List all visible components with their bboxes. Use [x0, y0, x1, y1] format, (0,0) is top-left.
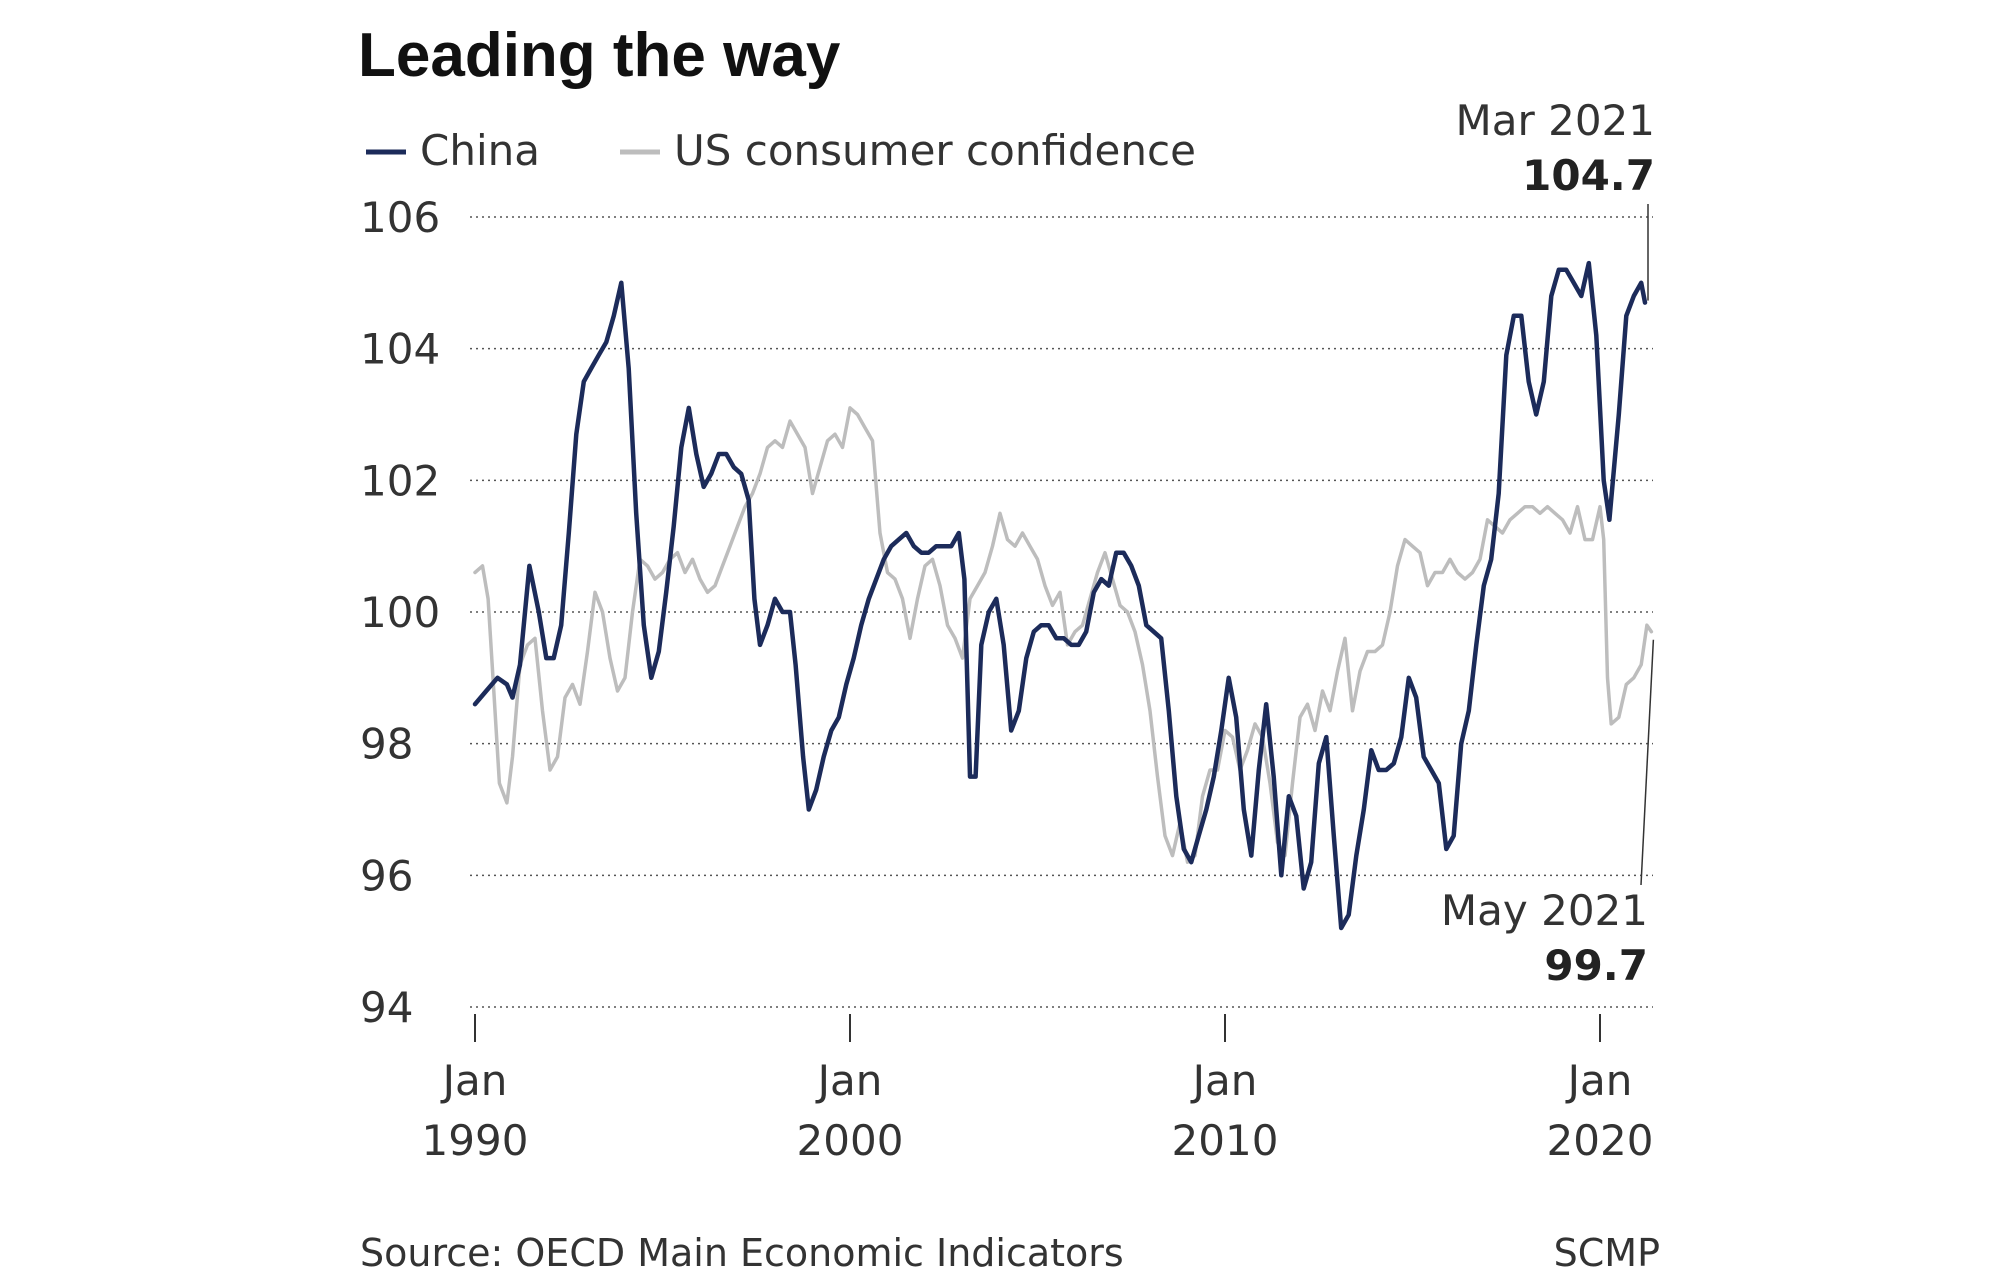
legend: China US consumer confidence [366, 126, 1196, 175]
series-lines [472, 260, 1654, 931]
series-line-china [472, 260, 1648, 931]
x-tick-label-month: Jan [1565, 1056, 1633, 1105]
y-tick-label: 104 [360, 325, 440, 374]
x-tick-label-month: Jan [1190, 1056, 1258, 1105]
y-tick-label: 102 [360, 456, 440, 505]
y-tick-label: 94 [360, 983, 413, 1032]
gridlines [470, 216, 1653, 1008]
legend-label-china: China [420, 126, 540, 175]
x-tick-label-year: 2010 [1172, 1116, 1279, 1165]
x-tick-label-year: 2020 [1547, 1116, 1654, 1165]
y-tick-label: 106 [360, 193, 440, 242]
y-tick-label: 100 [360, 588, 440, 637]
annotation-may-2021-leader [1640, 639, 1655, 886]
source-note: Source: OECD Main Economic Indicators [360, 1231, 1124, 1272]
annotation-mar-2021-label: Mar 2021 [1456, 96, 1655, 145]
series-line-us-consumer-confidence [473, 406, 1654, 864]
annotation-may-2021-value: 99.7 [1544, 941, 1648, 990]
legend-label-us: US consumer confidence [674, 126, 1196, 175]
x-tick-label-year: 1990 [422, 1116, 529, 1165]
y-tick-label: 96 [360, 851, 413, 900]
chart-title: Leading the way [358, 21, 841, 90]
annotation-mar-2021-value: 104.7 [1522, 151, 1655, 200]
x-tick-label-year: 2000 [797, 1116, 904, 1165]
y-tick-label: 98 [360, 720, 413, 769]
annotation-may-2021-label: May 2021 [1441, 886, 1648, 935]
annotation-may-2021: May 2021 99.7 [1441, 639, 1655, 990]
x-axis-ticks: Jan 1990 Jan 2000 Jan 2010 Jan 2020 [422, 1014, 1654, 1165]
y-axis-ticks: 106 104 102 100 98 96 94 [360, 193, 440, 1032]
x-tick-label-month: Jan [815, 1056, 883, 1105]
credit: SCMP [1554, 1231, 1660, 1272]
annotation-mar-2021: Mar 2021 104.7 [1456, 96, 1655, 301]
x-tick-label-month: Jan [440, 1056, 508, 1105]
